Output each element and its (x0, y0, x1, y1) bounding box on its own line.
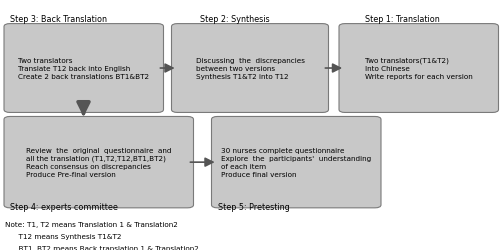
Text: Step 4: experts committee: Step 4: experts committee (10, 202, 118, 211)
Text: Two translators(T1&T2)
Into Chinese
Write reports for each version: Two translators(T1&T2) Into Chinese Writ… (365, 58, 472, 80)
FancyBboxPatch shape (4, 117, 194, 208)
Text: Discussing  the  discrepancies
between two versions
Synthesis T1&T2 into T12: Discussing the discrepancies between two… (196, 58, 304, 80)
FancyBboxPatch shape (212, 117, 381, 208)
Text: BT1, BT2 means Back translation 1 & Translation2: BT1, BT2 means Back translation 1 & Tran… (5, 245, 199, 250)
FancyBboxPatch shape (339, 24, 498, 113)
Text: Step 1: Translation: Step 1: Translation (365, 15, 440, 24)
Text: T12 means Synthesis T1&T2: T12 means Synthesis T1&T2 (5, 233, 121, 239)
FancyBboxPatch shape (172, 24, 328, 113)
Text: Step 2: Synthesis: Step 2: Synthesis (200, 15, 270, 24)
Text: Step 5: Pretesting: Step 5: Pretesting (218, 202, 289, 211)
FancyBboxPatch shape (4, 24, 164, 113)
Text: Two translators
Translate T12 back into English
Create 2 back translations BT1&B: Two translators Translate T12 back into … (18, 58, 150, 80)
Text: Step 3: Back Translation: Step 3: Back Translation (10, 15, 107, 24)
Text: Review  the  original  questionnaire  and
all the translation (T1,T2,T12,BT1,BT2: Review the original questionnaire and al… (26, 147, 172, 178)
Text: Note: T1, T2 means Translation 1 & Translation2: Note: T1, T2 means Translation 1 & Trans… (5, 221, 178, 227)
Text: 30 nurses complete questionnaire
Explore  the  participants'  understanding
of e: 30 nurses complete questionnaire Explore… (221, 148, 372, 178)
